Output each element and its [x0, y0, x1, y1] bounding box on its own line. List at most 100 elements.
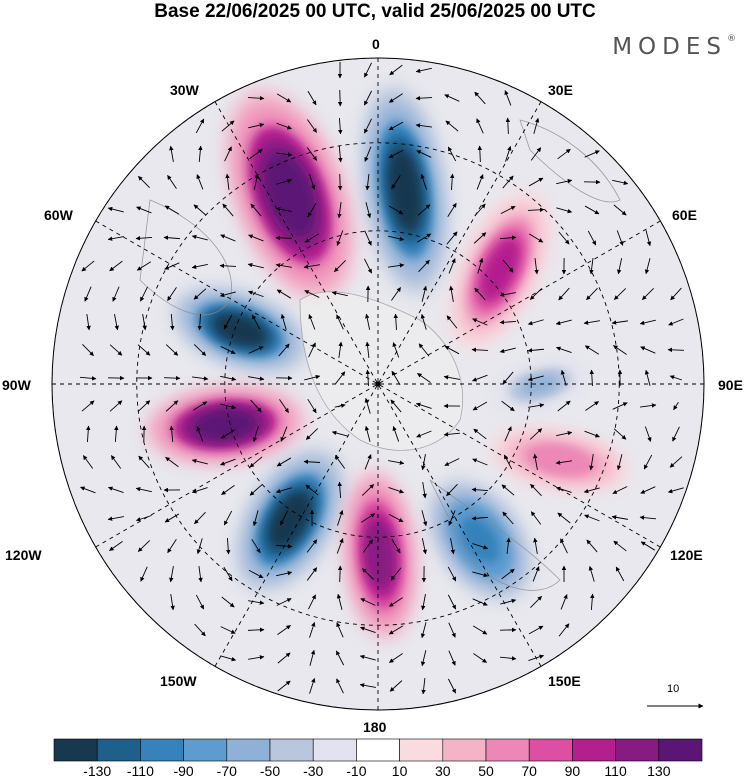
wind-arrow [305, 428, 319, 440]
wind-arrow [448, 510, 456, 526]
wind-arrow [446, 315, 458, 329]
wind-arrow [138, 176, 150, 188]
wind-arrow [530, 483, 542, 497]
wind-arrow [308, 342, 316, 358]
wind-arrow [472, 318, 488, 326]
wind-arrow [443, 375, 460, 380]
wind-arrow [191, 263, 208, 269]
wind-arrow [643, 454, 653, 470]
registered-mark: ® [727, 34, 736, 44]
wind-arrow [137, 344, 151, 356]
colorbar-tick: -90 [173, 763, 194, 779]
wind-arrow [248, 376, 265, 381]
wind-arrow [560, 538, 568, 554]
wind-arrow [447, 678, 457, 694]
wind-arrow [615, 566, 625, 582]
wind-arrow [640, 541, 656, 551]
wind-arrow [420, 650, 427, 667]
wind-arrow [590, 593, 595, 611]
wind-arrow [250, 203, 262, 217]
colorbar-tick: -130 [83, 763, 112, 779]
wind-arrow [110, 455, 122, 469]
wind-arrow [501, 568, 515, 580]
wind-arrow [360, 598, 376, 606]
wind-arrow [303, 264, 320, 269]
wind-arrow [223, 510, 233, 526]
wind-arrow [359, 654, 376, 661]
wind-arrow [364, 397, 371, 414]
wind-arrow [504, 426, 512, 442]
wind-arrow [248, 234, 264, 242]
wind-arrow [558, 287, 570, 301]
wind-arrow [360, 626, 376, 634]
wind-arrow [169, 145, 174, 162]
wind-arrow [107, 206, 124, 213]
anomaly-east-110E [491, 430, 629, 490]
latitude-circle [136, 142, 620, 626]
wind-arrow [529, 428, 543, 440]
wind-arrow [364, 454, 372, 470]
wind-arrow [415, 402, 432, 409]
wind-arrow [81, 260, 95, 272]
map-border [51, 57, 705, 711]
wind-arrow [616, 230, 624, 246]
colorbar-swatch [399, 738, 444, 762]
wind-arrow [164, 205, 180, 215]
wind-arrow [447, 146, 457, 162]
wind-arrow [415, 123, 432, 128]
wind-arrow [499, 235, 517, 240]
wind-arrow [616, 258, 623, 275]
wind-arrow [306, 539, 318, 553]
wind-arrow [220, 234, 236, 242]
wind-arrow [280, 510, 288, 526]
wind-arrow [639, 515, 657, 520]
modes-logo: MODES® [612, 34, 736, 60]
colorbar [53, 738, 703, 762]
wind-arrow [612, 486, 628, 494]
lon-label-120w: 120W [5, 547, 42, 563]
wind-arrow [167, 539, 177, 554]
wind-arrow [224, 146, 232, 162]
wind-arrow [557, 148, 571, 160]
wind-arrow [472, 374, 488, 382]
wind-arrow [472, 571, 489, 578]
wind-arrow [303, 459, 321, 464]
wind-arrow [109, 400, 123, 412]
anomaly-north-60W [173, 288, 307, 372]
wind-arrow [167, 174, 177, 189]
wind-arrow [584, 345, 599, 355]
wind-arrow [527, 207, 545, 213]
wind-arrow [109, 344, 123, 356]
wind-arrow [309, 649, 316, 666]
wind-arrow [84, 286, 92, 302]
wind-arrow [304, 374, 321, 381]
wind-arrow [275, 207, 292, 213]
wind-arrow [613, 540, 627, 552]
wind-arrow [644, 426, 652, 442]
wind-arrow [163, 375, 181, 381]
wind-arrow [86, 314, 91, 331]
wind-arrow [447, 594, 457, 610]
wind-arrow [247, 262, 264, 269]
wind-arrow [444, 458, 460, 466]
wind-arrow [417, 373, 431, 383]
wind-arrow [668, 318, 684, 326]
colorbar-tick: 70 [521, 763, 537, 779]
wind-arrow [644, 369, 651, 386]
wind-arrow [532, 566, 540, 582]
wind-arrow [555, 486, 572, 493]
colorbar-swatch [140, 738, 184, 762]
wind-arrow [363, 90, 373, 106]
wind-arrow [502, 259, 514, 273]
wind-arrow [336, 538, 344, 554]
wind-arrow [364, 313, 371, 330]
wind-arrow [584, 205, 600, 215]
colorbar-tick: 30 [435, 763, 451, 779]
wind-arrow [193, 288, 207, 300]
colorbar-tick: 50 [478, 763, 494, 779]
wind-arrow [336, 314, 344, 330]
anomaly-west-90W [145, 386, 305, 464]
wind-arrow [473, 428, 487, 440]
anomaly-north-25W [226, 90, 354, 300]
